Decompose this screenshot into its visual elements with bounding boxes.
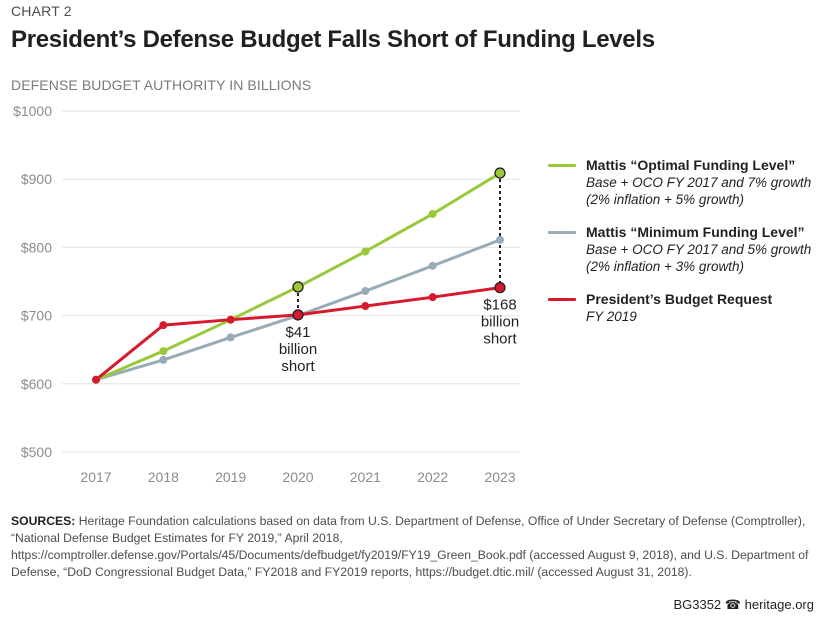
data-point-president xyxy=(361,302,370,311)
y-axis-ticks: $500 $600 $700 $800 $900 $1000 xyxy=(13,103,52,460)
legend-item-minimum: Mattis “Minimum Funding Level” Base + OC… xyxy=(548,224,818,275)
legend-swatch-minimum xyxy=(548,231,576,234)
data-point-optimal xyxy=(159,347,168,356)
gap-label: billion xyxy=(279,341,317,358)
gridlines xyxy=(62,110,520,453)
data-point-minimum xyxy=(159,355,168,364)
x-tick-label: 2017 xyxy=(80,469,111,485)
legend: Mattis “Optimal Funding Level” Base + OC… xyxy=(548,157,818,341)
gap-label: billion xyxy=(481,314,519,331)
data-point-optimal xyxy=(292,281,304,293)
legend-description: (2% inflation + 5% growth) xyxy=(586,192,744,207)
series-markers xyxy=(92,167,506,384)
chart-title: President’s Defense Budget Falls Short o… xyxy=(11,26,655,53)
x-tick-label: 2020 xyxy=(282,469,313,485)
y-tick-label: $600 xyxy=(21,376,52,392)
sources-label: SOURCES: xyxy=(11,514,76,528)
data-point-optimal xyxy=(428,209,437,218)
report-id: BG3352 xyxy=(673,597,722,612)
data-point-optimal xyxy=(361,247,370,256)
footer: BG3352 ☎ heritage.org xyxy=(673,597,814,613)
data-point-president xyxy=(292,309,304,321)
liberty-bell-icon: ☎ xyxy=(724,597,741,612)
data-point-president xyxy=(494,281,506,294)
sources-note: SOURCES: Heritage Foundation calculation… xyxy=(11,513,816,581)
legend-swatch-president xyxy=(548,298,576,301)
y-tick-label: $900 xyxy=(21,171,52,187)
legend-description: Base + OCO FY 2017 and 7% growth xyxy=(586,175,812,190)
gap-label: $168 xyxy=(483,297,516,314)
data-point-minimum xyxy=(361,287,370,296)
line-chart: $500$600$700$800$900$1000 2017 2018 2019 20… xyxy=(13,103,520,485)
data-point-president xyxy=(226,315,235,324)
data-point-president xyxy=(428,293,437,302)
y-tick-label: $500 xyxy=(21,444,52,460)
legend-description: (2% inflation + 3% growth) xyxy=(586,259,744,274)
x-tick-label: 2022 xyxy=(417,469,448,485)
legend-swatch-optimal xyxy=(548,164,576,167)
y-tick-label: $800 xyxy=(21,239,52,255)
x-tick-label: 2023 xyxy=(484,469,515,485)
x-tick-label: 2021 xyxy=(350,469,381,485)
data-point-president xyxy=(159,321,168,330)
data-point-optimal xyxy=(494,167,506,179)
y-axis-title: DEFENSE BUDGET AUTHORITY IN BILLIONS xyxy=(11,77,312,93)
data-point-minimum xyxy=(428,261,437,270)
gap-label: $41 xyxy=(285,324,310,341)
legend-label: Mattis “Optimal Funding Level” xyxy=(586,157,796,173)
x-tick-label: 2019 xyxy=(215,469,246,485)
legend-description: FY 2019 xyxy=(586,309,637,324)
chart-kicker: CHART 2 xyxy=(11,3,72,19)
x-tick-label: 2018 xyxy=(148,469,179,485)
legend-item-president: President’s Budget Request FY 2019 xyxy=(548,291,818,325)
gap-label: short xyxy=(483,331,517,348)
data-point-president xyxy=(92,375,100,384)
sources-text: Heritage Foundation calculations based o… xyxy=(11,514,809,579)
data-point-minimum xyxy=(226,333,235,342)
x-axis-ticks: 2017 2018 2019 2020 2021 2022 2023 xyxy=(80,469,515,485)
legend-description: Base + OCO FY 2017 and 5% growth xyxy=(586,242,812,257)
legend-item-optimal: Mattis “Optimal Funding Level” Base + OC… xyxy=(548,157,818,208)
site-link[interactable]: heritage.org xyxy=(744,597,814,612)
data-point-minimum xyxy=(496,235,504,244)
legend-label: Mattis “Minimum Funding Level” xyxy=(586,224,805,240)
y-tick-label: $1000 xyxy=(13,103,52,119)
gap-label: short xyxy=(281,358,315,375)
legend-label: President’s Budget Request xyxy=(586,291,773,307)
y-tick-label: $700 xyxy=(21,308,52,324)
